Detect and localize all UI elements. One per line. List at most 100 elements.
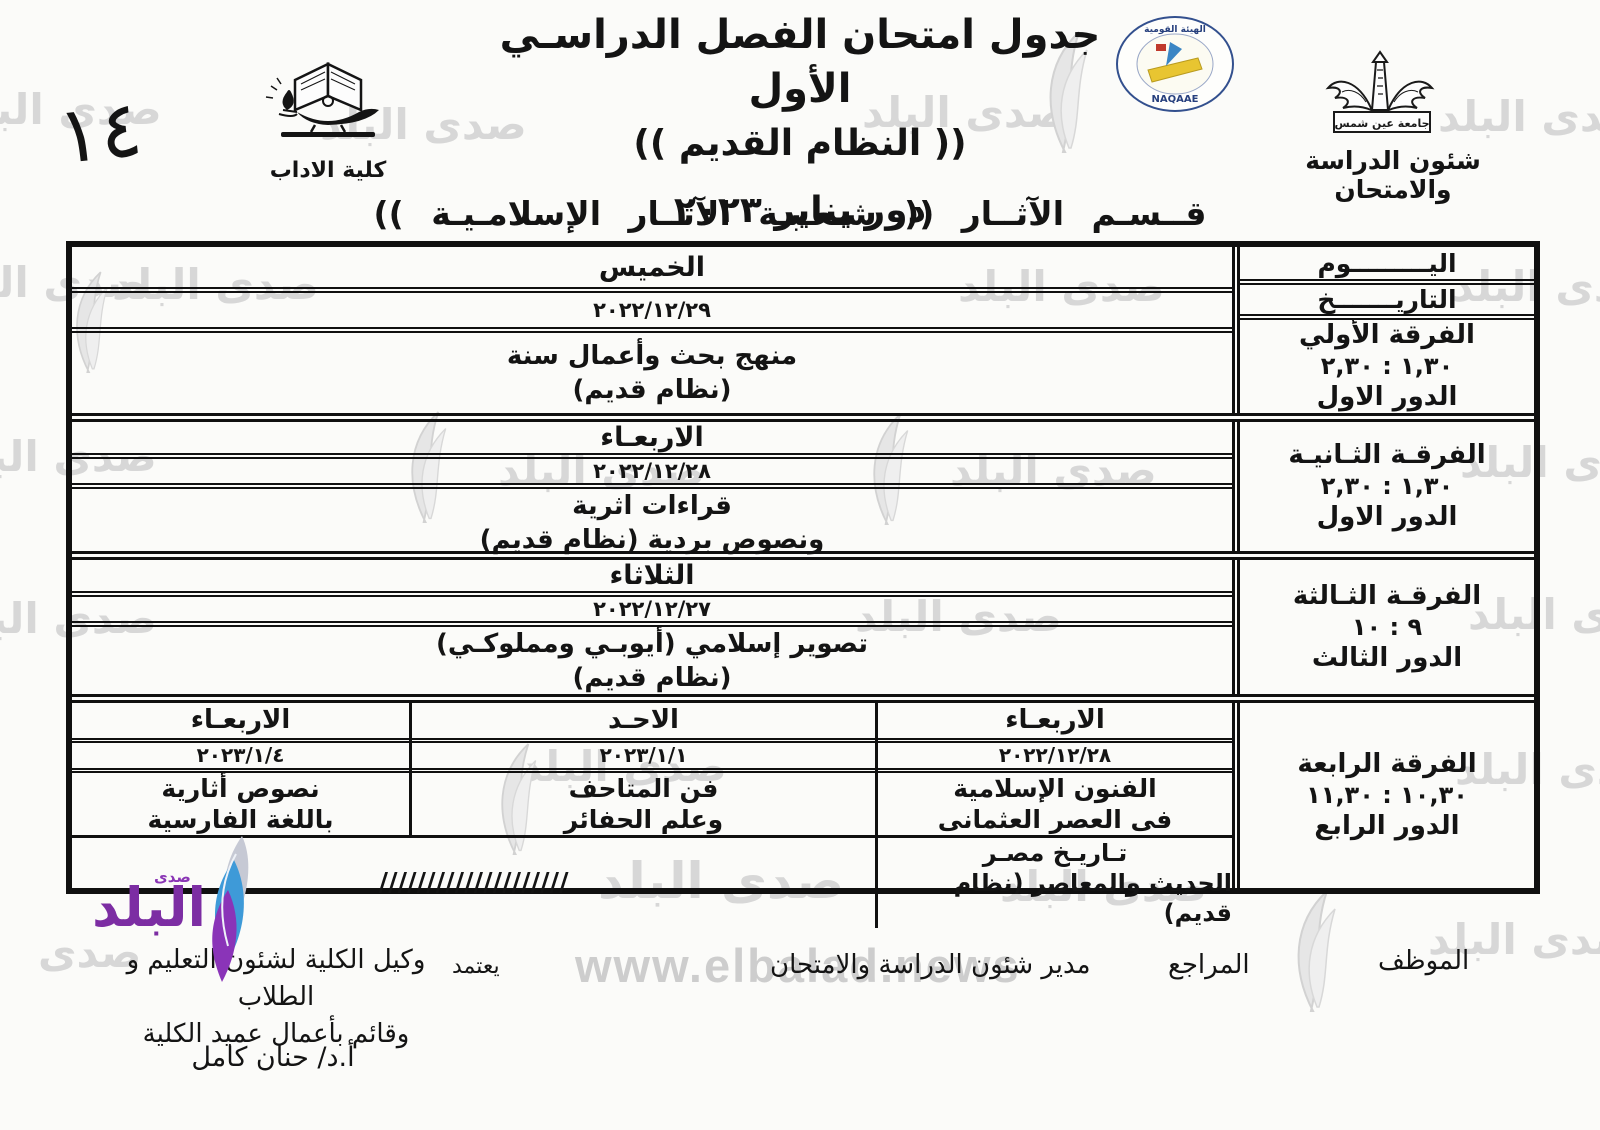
subject-line1: فن المتاحف — [568, 774, 719, 803]
watermark-text: صدى البلد — [1452, 262, 1600, 311]
footer-dean-title: وكيل الكلية لشئون التعليم و الطلاب وقائم… — [106, 942, 446, 1053]
exam-subject-cell: قراءات اثرية ونصوص بردية (نظام قديم) — [72, 489, 1232, 557]
exam-date-row: ٢٠٢٢/١٢/٢٨ — [878, 743, 1232, 773]
exam-date: ٢٠٢٢/١٢/٢٩ — [593, 298, 711, 322]
year4-grade-cell: الفرقة الرابعة ١١,٣٠ : ١٠,٣٠ الدور الراب… — [1240, 703, 1534, 888]
table-group-year4: الفرقة الرابعة ١١,٣٠ : ١٠,٣٠ الدور الراب… — [72, 694, 1534, 928]
footer-approved-label: يعتمد — [452, 954, 500, 979]
subject-line2: (نظام قديم) — [572, 663, 732, 693]
floor-label: الدور الاول — [1316, 382, 1458, 412]
watermark-text: صدى البلد — [0, 85, 162, 134]
faculty-of-arts-logo-icon — [265, 62, 379, 137]
naqaae-logo-block: الهيئة القومية NAQAAE — [1112, 14, 1238, 118]
exam-date: ٢٠٢٢/١٢/٢٨ — [593, 459, 711, 483]
exam-subject-cell: منهج بحث وأعمال سنة (نظام قديم) — [72, 333, 1232, 413]
exam-day-row: الخميس — [72, 247, 1232, 293]
exam-date-row: ٢٠٢٣/١/١ — [412, 743, 875, 773]
watermark-text: صدى البلد — [598, 852, 845, 910]
session-title: دور يناير ٢٠٢٣ — [673, 190, 927, 231]
footer-director-label: مدير شئون الدراسة والامتحان — [770, 950, 1091, 980]
subject-line2: ونصوص بردية (نظام قديم) — [479, 525, 825, 555]
exam-day-row: الاربعـاء — [72, 703, 409, 743]
year4-exam-cells: الاربعـاء ٢٠٢٢/١٢/٢٨ الفنون الإسلامية فى… — [72, 703, 1232, 928]
year4-extra-row: تـاريـخ مصـر الحديث والمعاصر (نظام قديم)… — [72, 835, 1232, 928]
exam-subject-cell: نصوص أثارية باللغة الفارسية — [72, 773, 409, 835]
floor-label: الدور الرابع — [1314, 811, 1460, 841]
exam-day: الاحـد — [608, 705, 679, 736]
year2-side-column: الفرقـة الثـانيـة ٢,٣٠ : ١,٣٠ الدور الاو… — [1232, 422, 1534, 551]
ain-shams-label: جامعة عين شمس — [1334, 117, 1429, 130]
year3-exam-cells: الثلاثاء ٢٠٢٢/١٢/٢٧ تصوير إسلامي (أيوبـي… — [72, 560, 1232, 694]
main-title: جدول امتحان الفصل الدراسـي الأول — [499, 12, 1101, 112]
watermark-text: صدى البلد — [112, 260, 319, 309]
watermark-text: صدى البلد — [1460, 438, 1600, 487]
year4-col-3: الاربعـاء ٢٠٢٣/١/٤ نصوص أثارية باللغة ال… — [72, 703, 409, 835]
system-subtitle: (( النظام القديم )) — [633, 123, 967, 164]
year1-exam-cells: الخميس ٢٠٢٢/١٢/٢٩ منهج بحث وأعمال سنة (ن… — [72, 247, 1232, 413]
naqaae-seal-icon: الهيئة القومية NAQAAE — [1116, 16, 1234, 112]
exam-date: ٢٠٢٣/١/١ — [599, 743, 688, 768]
watermark-text: صدى البلد — [862, 88, 1069, 137]
year2-grade-cell: الفرقـة الثـانيـة ٢,٣٠ : ١,٣٠ الدور الاو… — [1240, 422, 1534, 551]
table-group-year3: الفرقـة الثـالثة ١٠ : ٩ الدور الثالث الث… — [72, 551, 1534, 694]
year4-col-1: الاربعـاء ٢٠٢٢/١٢/٢٨ الفنون الإسلامية فى… — [875, 703, 1232, 835]
study-affairs-label: شئون الدراسة والامتحان — [1305, 146, 1481, 204]
year3-side-column: الفرقـة الثـالثة ١٠ : ٩ الدور الثالث — [1232, 560, 1534, 694]
watermark-text: صدى — [38, 928, 142, 977]
grade-name: الفرقـة الثـالثة — [1292, 580, 1482, 611]
slashes-filler: //////////////////// — [378, 868, 569, 898]
subject-line1: الفنون الإسلامية — [953, 774, 1157, 803]
exam-date-row: ٢٠٢٢/١٢/٢٩ — [72, 293, 1232, 333]
subject-line1: قراءات اثرية — [572, 491, 732, 521]
floor-label: الدور الاول — [1316, 502, 1458, 532]
table-group-year2: الفرقـة الثـانيـة ٢,٣٠ : ١,٣٠ الدور الاو… — [72, 413, 1534, 555]
exam-subject-cell: فن المتاحف وعلم الحفائر — [412, 773, 875, 835]
date-header-label: التاريـــــــخ — [1317, 285, 1457, 314]
exam-day: الاربعـاء — [600, 422, 704, 453]
sada-elbalad-logo: صدى البلد — [92, 834, 270, 984]
feather-watermark-icon — [1297, 890, 1336, 1012]
naqaae-org-text: الهيئة القومية — [1144, 25, 1206, 35]
exam-date-row: ٢٠٢٢/١٢/٢٧ — [72, 597, 1232, 627]
faculty-label: كلية الاداب — [269, 158, 387, 183]
exam-day-row: الاحـد — [412, 703, 875, 743]
footer-dean-name: أ.د/ حنان كامل — [191, 1042, 355, 1073]
empty-slashes-cell: //////////////////// — [72, 838, 875, 928]
document-titles: جدول امتحان الفصل الدراسـي الأول (( النظ… — [450, 8, 1150, 231]
year1-grade-cell: الفرقة الأولي ٢,٣٠ : ١,٣٠ الدور الاول — [1240, 320, 1534, 413]
serial-value: ١٤ — [53, 83, 147, 183]
exam-date: ٢٠٢٢/١٢/٢٧ — [593, 597, 711, 621]
subject-line2: وعلم الحفائر — [563, 805, 724, 834]
exam-subject-cell: الفنون الإسلامية فى العصر العثمانى — [878, 773, 1232, 835]
faculty-logo-block: كلية الاداب — [248, 54, 408, 183]
subject-line1: نصوص أثارية — [161, 774, 320, 803]
page-serial-number: ١٤ — [54, 84, 147, 182]
subject-line2: (نظام قديم) — [572, 375, 732, 405]
subject-line1: منهج بحث وأعمال سنة — [506, 341, 798, 371]
year4-side-column: الفرقة الرابعة ١١,٣٠ : ١٠,٣٠ الدور الراب… — [1232, 703, 1534, 888]
day-header-label: اليـــــــــوم — [1317, 248, 1457, 278]
exam-date-row: ٢٠٢٣/١/٤ — [72, 743, 409, 773]
exam-day: الاربعـاء — [190, 705, 291, 736]
balad-small-text: صدى — [154, 868, 191, 886]
exam-time: ٢,٣٠ : ١,٣٠ — [1320, 352, 1454, 380]
exam-day: الخميس — [598, 251, 706, 283]
year3-grade-cell: الفرقـة الثـالثة ١٠ : ٩ الدور الثالث — [1240, 560, 1534, 694]
watermark-text: صدى البلد — [0, 594, 157, 643]
exam-time: ١٠ : ٩ — [1351, 612, 1423, 641]
grade-name: الفرقة الأولي — [1299, 320, 1475, 350]
department-section-title: قــسـم الآثــار (( شـعـبـة الآثــار الإس… — [373, 194, 1207, 233]
subject-line2: باللغة الفارسية — [147, 805, 334, 834]
date-header-cell: التاريـــــــخ — [1240, 285, 1534, 320]
exam-day-row: الاربعـاء — [72, 422, 1232, 459]
balad-feather-icon — [212, 836, 249, 982]
exam-schedule-table: اليـــــــــوم التاريـــــــخ الفرقة الأ… — [66, 241, 1540, 928]
year2-exam-cells: الاربعـاء ٢٠٢٢/١٢/٢٨ قراءات اثرية ونصوص … — [72, 422, 1232, 555]
exam-time: ١١,٣٠ : ١٠,٣٠ — [1306, 781, 1468, 809]
dean-title-line1: وكيل الكلية لشئون التعليم و الطلاب — [126, 945, 426, 1012]
subject-line1: تـاريـخ مصـر — [982, 839, 1128, 867]
exam-day: الاربعـاء — [1005, 705, 1105, 736]
dean-title-line2: وقائم بأعمال عميد الكلية — [142, 1019, 410, 1049]
grade-name: الفرقة الرابعة — [1297, 749, 1477, 779]
ain-shams-logo-block: جامعة عين شمس — [1322, 50, 1442, 144]
